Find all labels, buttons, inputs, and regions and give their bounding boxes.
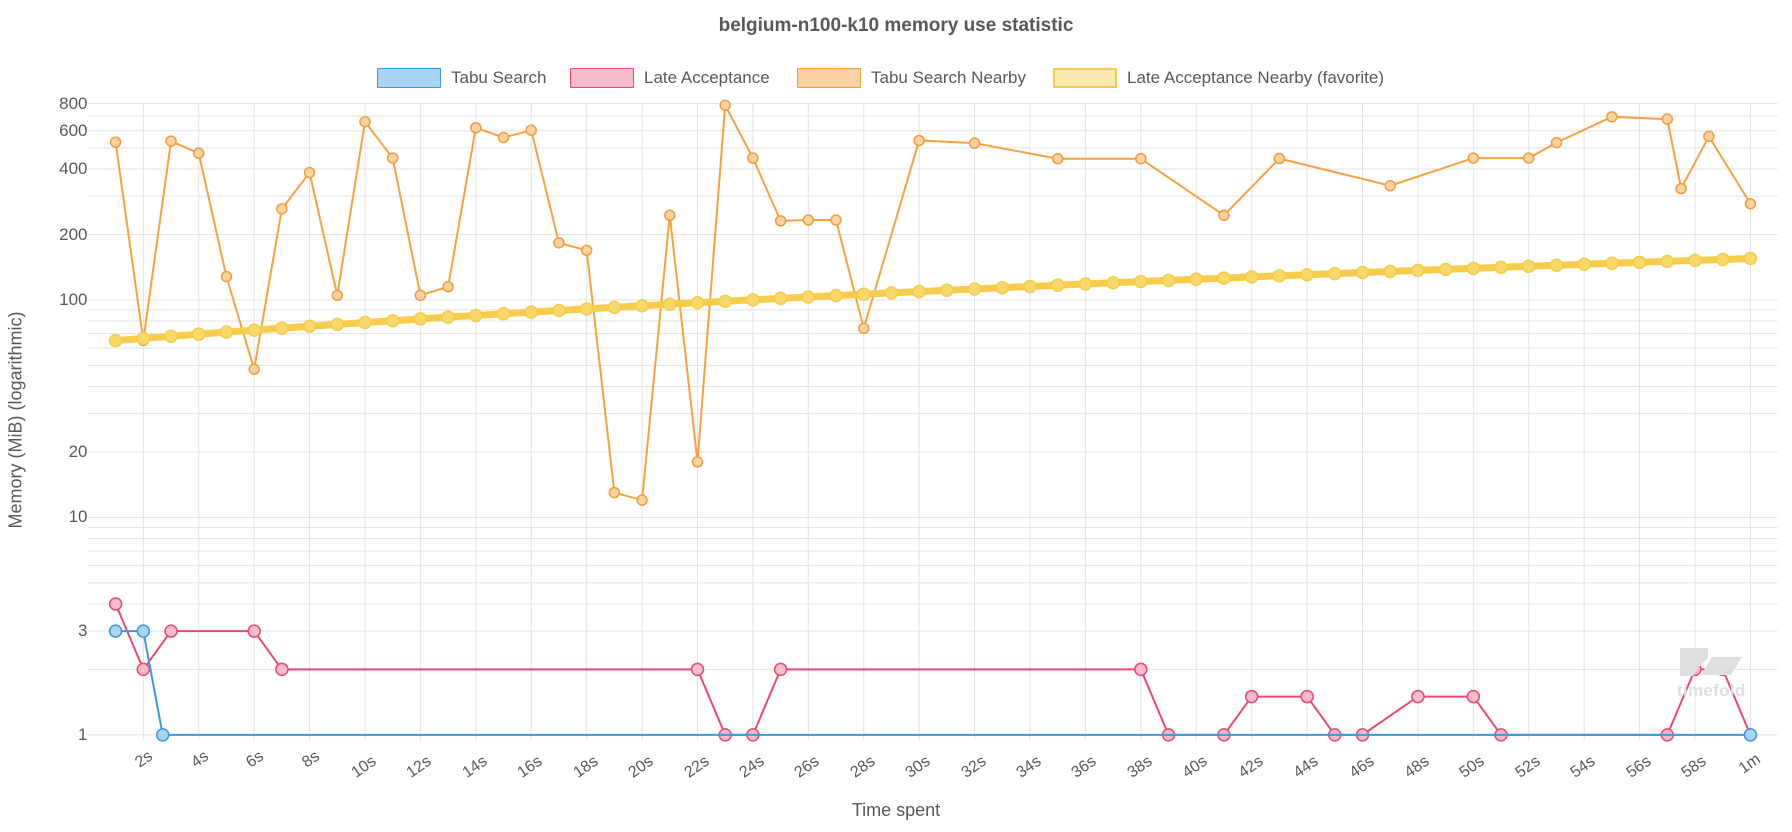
svg-text:timefold: timefold	[1677, 681, 1746, 700]
